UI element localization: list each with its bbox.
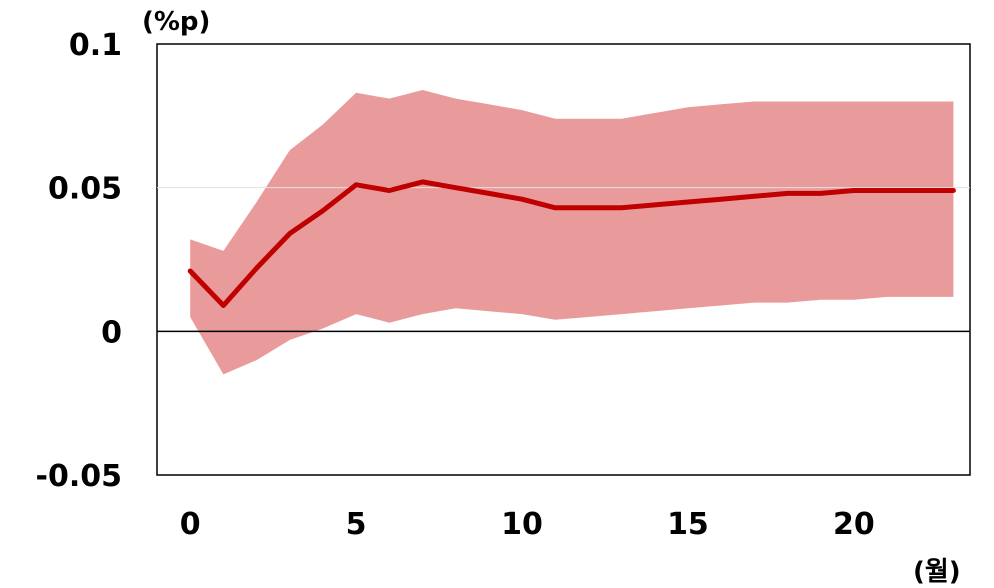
y-tick-label: -0.05 <box>36 459 122 494</box>
y-tick-label: 0.1 <box>69 28 122 63</box>
x-tick-label: 10 <box>501 507 543 542</box>
confidence-band <box>190 90 954 375</box>
x-tick-label: 0 <box>180 507 201 542</box>
x-tick-label: 5 <box>346 507 367 542</box>
x-axis-tick-labels: 0 5 10 15 20 <box>180 507 875 542</box>
gridline-layer <box>157 187 970 333</box>
response-line <box>187 179 956 308</box>
y-axis-tick-labels: -0.05 0 0.05 0.1 <box>36 28 122 494</box>
x-tick-label: 20 <box>833 507 875 542</box>
response-line-layer <box>187 179 956 308</box>
y-unit-label: (%p) <box>142 7 210 37</box>
y-tick-label: 0.05 <box>48 172 122 207</box>
y-tick-label: 0 <box>101 315 122 350</box>
x-unit-label: (월) <box>913 557 961 587</box>
x-tick-label: 15 <box>667 507 709 542</box>
confidence-band-layer <box>190 90 954 375</box>
plot-frame <box>156 43 971 476</box>
